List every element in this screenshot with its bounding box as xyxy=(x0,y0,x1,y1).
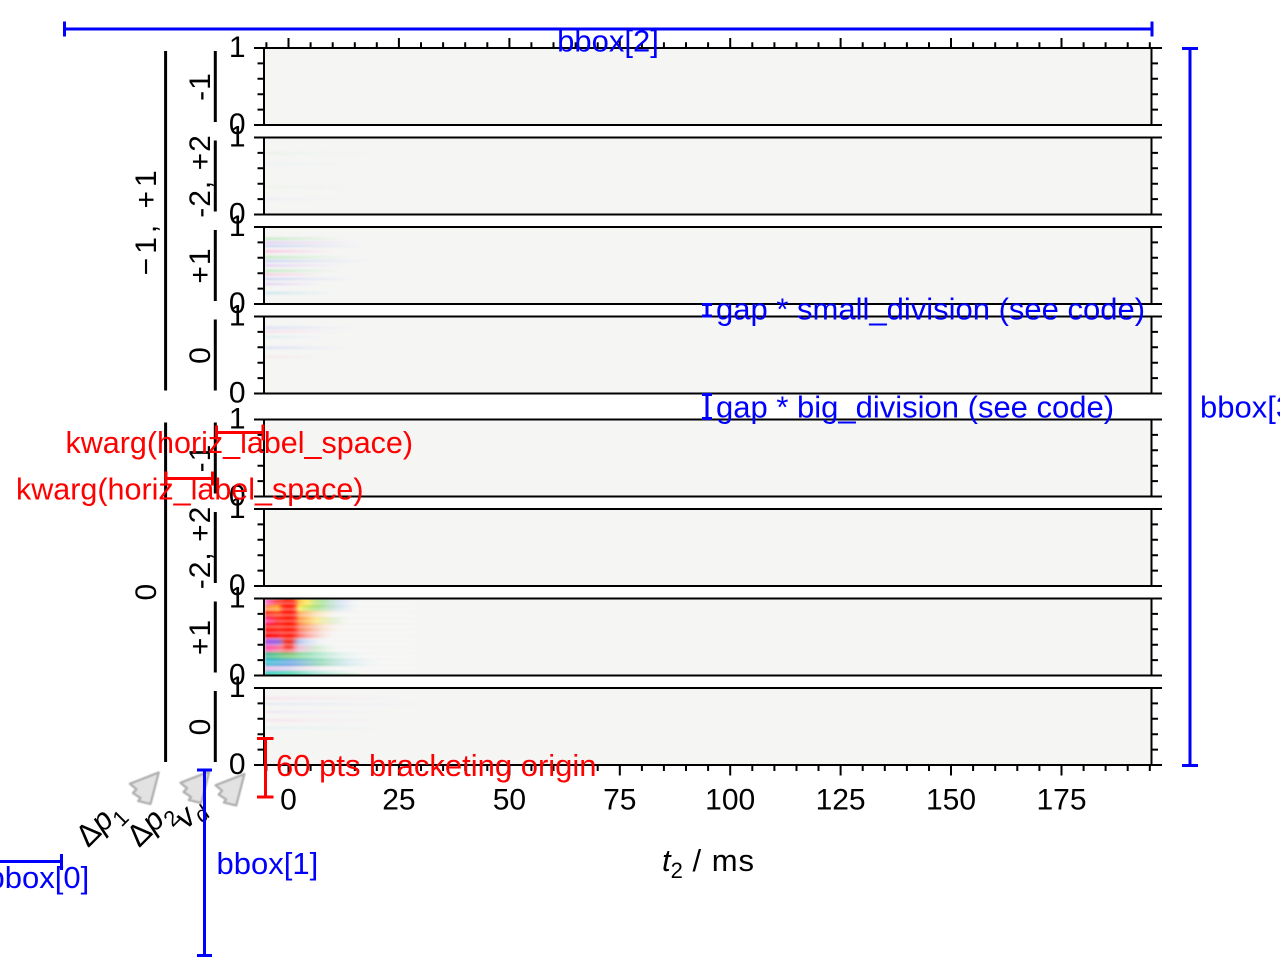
svg-text:0: 0 xyxy=(184,346,217,364)
svg-text:kwarg(horiz_label_space): kwarg(horiz_label_space) xyxy=(16,473,364,507)
svg-text:1: 1 xyxy=(229,402,246,435)
svg-text:0: 0 xyxy=(229,658,246,691)
svg-text:100: 100 xyxy=(705,784,755,817)
svg-text:50: 50 xyxy=(493,784,526,817)
svg-text:0: 0 xyxy=(280,784,297,817)
svg-text:0: 0 xyxy=(184,718,217,736)
svg-text:-1: -1 xyxy=(184,444,217,473)
svg-text:t2 / ms: t2 / ms xyxy=(662,843,755,883)
svg-text:bbox[0]: bbox[0] xyxy=(0,860,89,895)
svg-text:gap * small_division (see code: gap * small_division (see code) xyxy=(716,292,1145,327)
svg-text:1: 1 xyxy=(229,210,246,243)
svg-text:gap * big_division (see code): gap * big_division (see code) xyxy=(716,390,1114,425)
svg-text:150: 150 xyxy=(926,784,976,817)
svg-text:0: 0 xyxy=(229,287,246,320)
svg-text:1: 1 xyxy=(229,492,246,525)
svg-text:1: 1 xyxy=(229,31,246,64)
svg-text:0: 0 xyxy=(229,197,246,230)
svg-text:0: 0 xyxy=(229,748,246,781)
svg-text:−1, +1: −1, +1 xyxy=(130,166,163,275)
svg-text:25: 25 xyxy=(382,784,415,817)
svg-text:125: 125 xyxy=(816,784,866,817)
svg-text:0: 0 xyxy=(229,376,246,409)
svg-text:bbox[2]: bbox[2] xyxy=(557,24,659,59)
svg-text:+1: +1 xyxy=(184,247,217,283)
svg-text:0: 0 xyxy=(229,108,246,141)
svg-text:-2, +2: -2, +2 xyxy=(184,134,217,218)
svg-text:0: 0 xyxy=(130,584,163,601)
svg-text:0: 0 xyxy=(229,479,246,512)
svg-text:+1: +1 xyxy=(184,619,217,655)
svg-text:1: 1 xyxy=(229,120,246,153)
svg-text:175: 175 xyxy=(1036,784,1086,817)
svg-text:75: 75 xyxy=(603,784,636,817)
svg-text:1: 1 xyxy=(229,581,246,614)
svg-text:1: 1 xyxy=(229,671,246,704)
svg-text:0: 0 xyxy=(229,569,246,602)
svg-text:60 pts bracketing origin: 60 pts bracketing origin xyxy=(276,748,597,783)
svg-text:bbox[3]: bbox[3] xyxy=(1200,390,1280,425)
svg-text:bbox[1]: bbox[1] xyxy=(217,846,319,881)
svg-text:kwarg(horiz_label_space): kwarg(horiz_label_space) xyxy=(66,426,414,460)
svg-text:1: 1 xyxy=(229,299,246,332)
svg-text:-1: -1 xyxy=(184,72,217,101)
svg-text:-2, +2: -2, +2 xyxy=(184,506,217,590)
